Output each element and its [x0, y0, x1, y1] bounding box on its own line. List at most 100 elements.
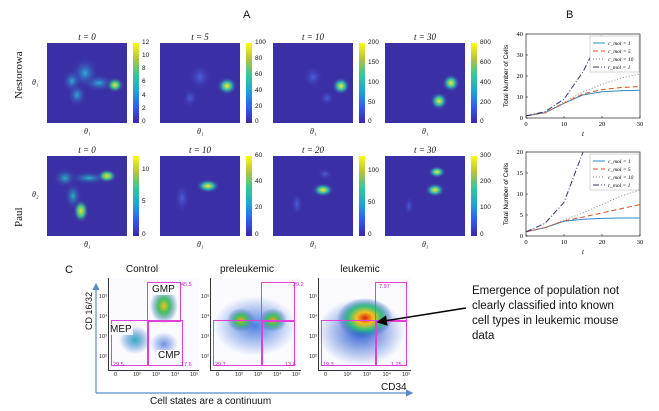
colorbar-tick: 100 [368, 167, 379, 174]
flow-plot-leukemic: 7.97 19.3 1.25 [318, 278, 411, 371]
y-tick-label: 0 [520, 115, 523, 122]
time-label: t = 10 [301, 32, 325, 42]
colorbar [133, 43, 139, 123]
flow-y-tick: 10⁴ [309, 314, 318, 320]
series-line [526, 34, 603, 117]
density-heatmap [160, 43, 240, 123]
colorbar-tick: 200 [480, 99, 491, 106]
gate-value: 19.3 [323, 362, 334, 368]
colorbar-tick: 100 [368, 79, 379, 86]
gate-mep [213, 320, 263, 366]
y-axis-label: θ₁ [32, 78, 39, 87]
x-tick-label: 30 [637, 121, 644, 128]
colorbar-tick: 40 [255, 87, 263, 94]
density-heatmap [47, 43, 127, 123]
x-axis-label: t [582, 130, 585, 138]
series-line [526, 86, 640, 117]
colorbar [133, 156, 139, 236]
flow-y-tick: 10⁴ [99, 314, 108, 320]
legend-label: c_mol = 5 [608, 49, 631, 55]
colorbar-tick: 6 [142, 78, 146, 85]
flow-title-leukemic: leukemic [340, 264, 380, 275]
x-tick-label: 10 [561, 121, 568, 128]
gate-value: 29.5 [113, 362, 124, 368]
colorbar-tick: 8 [142, 65, 146, 72]
time-label: t = 30 [413, 145, 437, 155]
flow-x-tick: 10² [133, 372, 141, 378]
legend-box [589, 35, 640, 73]
density-heatmap [385, 43, 465, 123]
y-axis-label: θ₂ [32, 190, 39, 199]
gate-value: 45.5 [181, 282, 192, 288]
colorbar-tick: 40 [255, 178, 263, 185]
flow-y-tick: 10² [309, 354, 317, 360]
gate-cmp [261, 320, 295, 366]
gate-cmp [147, 320, 183, 366]
colorbar-tick: 0 [368, 231, 372, 238]
flow-x-tick: 10⁵ [190, 372, 199, 378]
flow-y-tick: 10⁵ [309, 294, 318, 300]
colorbar-tick: 50 [368, 99, 376, 106]
legend-label: r_mol = 1 [608, 183, 631, 189]
colorbar-tick: 200 [480, 178, 491, 185]
gate-value: 29.7 [215, 362, 226, 368]
y-tick-label: 20 [517, 73, 524, 80]
y-tick-label: 20 [517, 149, 524, 156]
continuum-label: Cell states are a continuum [150, 396, 272, 407]
density-heatmap [385, 156, 465, 236]
x-axis-label: θ₁ [422, 240, 429, 249]
x-axis-label: θ₁ [422, 127, 429, 136]
x-axis-label: θ₁ [84, 240, 91, 249]
flow-x-tick: 10² [343, 372, 352, 378]
colorbar-tick: 400 [480, 79, 491, 86]
flow-x-tick: 10⁴ [273, 372, 282, 378]
colorbar [359, 156, 365, 236]
colorbar [246, 156, 252, 236]
population-label-gmp: GMP [151, 284, 176, 295]
colorbar [471, 156, 477, 236]
series-line [526, 152, 584, 233]
flow-x-tick: 10³ [363, 372, 371, 378]
colorbar-tick: 0 [480, 118, 484, 125]
x-axis-label: θ₁ [197, 127, 204, 136]
flow-plot-preleukemic: 29.2 29.7 13.6 [210, 278, 304, 371]
x-axis-label: θ₁ [310, 240, 317, 249]
series-line [526, 204, 640, 233]
y-tick-label: 30 [517, 52, 524, 59]
x-tick-label: 10 [561, 239, 568, 246]
legend-label: c_mol = 1 [608, 159, 631, 165]
flow-x-tick: 10⁴ [382, 372, 391, 378]
colorbar-tick: 300 [480, 152, 491, 159]
flow-y-tick: 10³ [201, 334, 209, 340]
panel-letter-b: B [566, 9, 574, 21]
colorbar-tick: 0 [142, 231, 146, 238]
colorbar-tick: 5 [142, 198, 146, 205]
colorbar-tick: 0 [368, 118, 372, 125]
colorbar-tick: 0 [255, 118, 259, 125]
annotation-text: Emergence of population not clearly clas… [472, 285, 620, 342]
density-heatmap [47, 156, 127, 236]
colorbar-tick: 20 [255, 204, 263, 211]
y-axis-label: Total Number of Cells [503, 162, 510, 225]
gate-gmp [375, 282, 407, 322]
time-label: t = 0 [78, 32, 96, 42]
population-label-mep: MEP [109, 324, 133, 335]
y-tick-label: 5 [520, 212, 523, 219]
panel-letter-c: C [65, 264, 73, 276]
colorbar-tick: 10 [142, 166, 150, 173]
gate-gmp [147, 282, 181, 322]
flow-title-preleukemic: preleukemic [220, 264, 274, 275]
y-tick-label: 10 [517, 94, 524, 101]
flow-y-tick: 10⁴ [201, 314, 210, 320]
time-label: t = 10 [188, 145, 212, 155]
density-heatmap [160, 156, 240, 236]
colorbar-tick: 200 [368, 39, 379, 46]
y-tick-label: 10 [517, 191, 524, 198]
x-tick-label: 0 [524, 239, 527, 246]
legend-box [589, 153, 640, 191]
time-label: t = 5 [191, 32, 209, 42]
colorbar-tick: 80 [255, 55, 263, 62]
legend-label: c_mol = 10 [608, 57, 634, 63]
flow-plot-control: 45.5 29.5 17.6 GMP MEP CMP [108, 278, 199, 371]
